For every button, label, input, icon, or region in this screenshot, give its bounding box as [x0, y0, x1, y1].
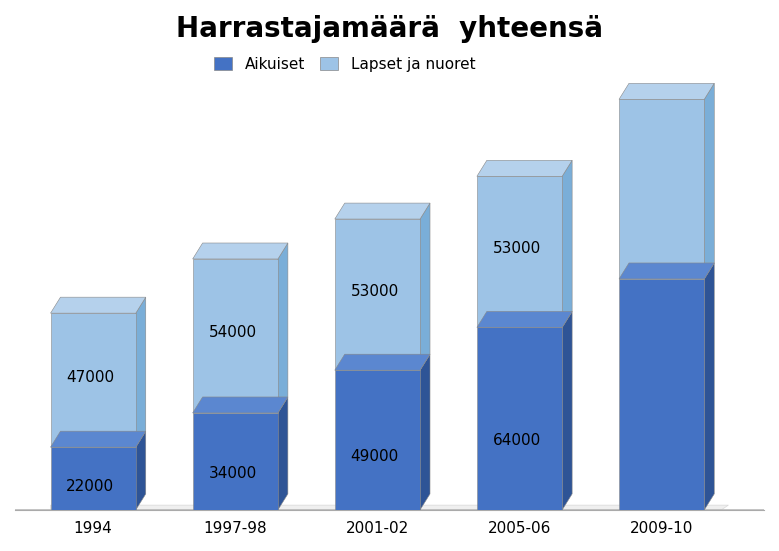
Legend: Aikuiset, Lapset ja nuoret: Aikuiset, Lapset ja nuoret [214, 57, 475, 72]
Polygon shape [477, 327, 562, 510]
Polygon shape [562, 160, 572, 327]
Polygon shape [51, 447, 136, 510]
Text: 22000: 22000 [66, 479, 115, 494]
Text: 53000: 53000 [351, 284, 399, 299]
Polygon shape [51, 505, 728, 510]
Polygon shape [477, 160, 572, 176]
Polygon shape [420, 354, 430, 510]
Polygon shape [278, 243, 288, 413]
Polygon shape [51, 313, 136, 447]
Polygon shape [335, 370, 420, 510]
Text: 53000: 53000 [492, 241, 541, 256]
Polygon shape [704, 83, 714, 279]
Text: 49000: 49000 [351, 449, 399, 464]
Polygon shape [562, 311, 572, 510]
Text: 63000: 63000 [635, 178, 683, 193]
Polygon shape [477, 176, 562, 327]
Polygon shape [278, 397, 288, 510]
Polygon shape [335, 203, 430, 219]
Polygon shape [335, 354, 430, 370]
Polygon shape [477, 311, 572, 327]
Polygon shape [619, 83, 714, 99]
Polygon shape [619, 99, 704, 279]
Polygon shape [192, 243, 288, 259]
Polygon shape [192, 413, 278, 510]
Polygon shape [192, 397, 288, 413]
Polygon shape [619, 279, 704, 510]
Text: 64000: 64000 [492, 433, 541, 448]
Polygon shape [192, 259, 278, 413]
Polygon shape [704, 263, 714, 510]
Polygon shape [619, 263, 714, 279]
Title: Harrastajamäärä  yhteensä: Harrastajamäärä yhteensä [176, 15, 603, 43]
Text: 81000: 81000 [635, 414, 683, 430]
Text: 34000: 34000 [208, 466, 256, 480]
Polygon shape [51, 297, 146, 313]
Polygon shape [136, 431, 146, 510]
Polygon shape [335, 219, 420, 370]
Text: 47000: 47000 [66, 370, 115, 385]
Polygon shape [420, 203, 430, 370]
Polygon shape [51, 431, 146, 447]
Polygon shape [136, 297, 146, 447]
Text: 54000: 54000 [209, 326, 256, 341]
